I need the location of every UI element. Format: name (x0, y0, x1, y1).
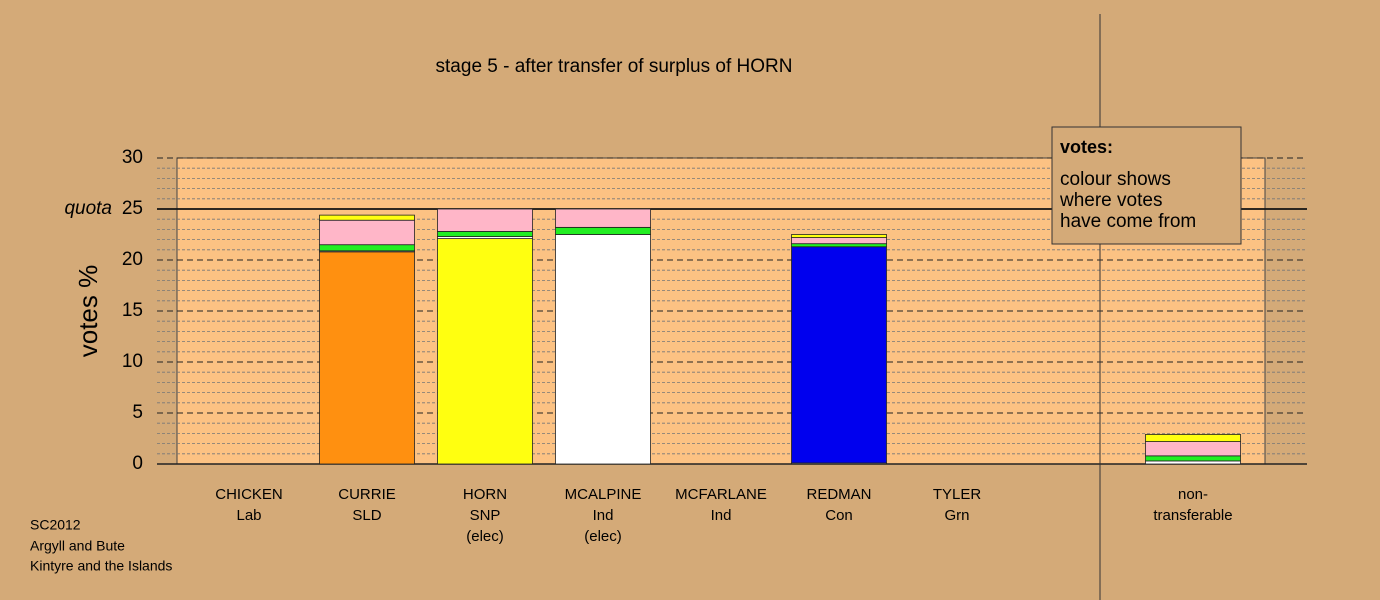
bar-segment (791, 243, 887, 248)
bar-segment (555, 234, 651, 465)
x-tick-label: TYLER (933, 486, 982, 503)
y-tick-label: 30 (122, 147, 143, 168)
x-tick-label: Ind (711, 507, 732, 524)
x-tick-label: non- (1178, 486, 1208, 503)
bar-segment (319, 244, 415, 252)
x-tick-label: REDMAN (806, 486, 871, 503)
chart-title: stage 5 - after transfer of surplus of H… (436, 56, 793, 77)
legend-box (1051, 126, 1242, 245)
bar-segment (1145, 460, 1241, 465)
bar-segment (437, 208, 533, 232)
bar-segment (1145, 441, 1241, 457)
y-axis-label: votes % (73, 265, 103, 358)
x-tick-label: SLD (352, 507, 381, 524)
x-tick-label: SNP (470, 507, 501, 524)
footer-text: Argyll and Bute (30, 538, 125, 554)
bar-segment (555, 208, 651, 228)
bar-segment (437, 231, 533, 237)
y-tick-label: 0 (132, 453, 143, 474)
y-tick-label: 25 (122, 198, 143, 219)
bar-segment (1145, 455, 1241, 462)
x-tick-label: Lab (236, 507, 261, 524)
bar-segment (319, 214, 415, 221)
legend-text: have come from (1060, 211, 1196, 232)
x-tick-label: Con (825, 507, 853, 524)
bar-segment (1145, 434, 1241, 442)
bar-segment (319, 219, 415, 246)
bar-segment (319, 251, 415, 465)
bar-segment (791, 237, 887, 245)
x-tick-label: (elec) (584, 528, 622, 545)
y-tick-label: 15 (122, 300, 143, 321)
legend-text: colour shows (1060, 169, 1171, 190)
bar-segment (555, 226, 651, 235)
footer-text: SC2012 (30, 517, 81, 533)
x-tick-label: CURRIE (338, 486, 396, 503)
y-tick-label: 20 (122, 249, 143, 270)
x-tick-label: CHICKEN (215, 486, 283, 503)
x-tick-label: MCFARLANE (675, 486, 767, 503)
bar-segment (437, 238, 533, 465)
x-tick-label: HORN (463, 486, 507, 503)
legend-text: where votes (1059, 190, 1162, 211)
x-tick-label: Ind (593, 507, 614, 524)
x-tick-label: MCALPINE (565, 486, 642, 503)
bar-segment (791, 246, 887, 464)
bar-segment (791, 234, 887, 238)
x-tick-label: (elec) (466, 528, 504, 545)
quota-label: quota (64, 198, 112, 219)
bars (319, 208, 1241, 465)
footer-text: Kintyre and the Islands (30, 558, 172, 574)
y-tick-label: 10 (122, 351, 143, 372)
x-tick-label: Grn (944, 507, 969, 524)
y-tick-label: 5 (132, 402, 143, 423)
legend-title: votes: (1060, 137, 1113, 157)
x-tick-label: transferable (1153, 507, 1232, 524)
